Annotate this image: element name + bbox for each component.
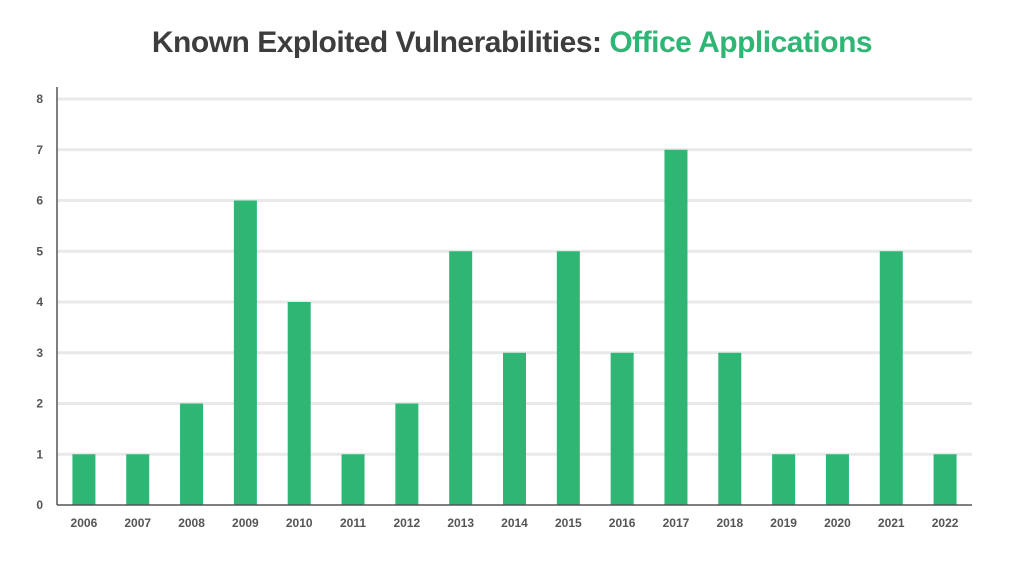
y-tick-label: 8 [36,92,43,106]
bar [610,352,634,505]
bar [718,352,742,505]
x-tick-label: 2020 [824,516,851,530]
bar [287,302,311,505]
x-tick-label: 2007 [124,516,151,530]
x-tick-label: 2017 [663,516,690,530]
y-tick-label: 4 [36,295,43,309]
x-tick-label: 2019 [770,516,797,530]
x-tick-label: 2016 [609,516,636,530]
y-tick-label: 3 [36,346,43,360]
x-tick-label: 2018 [716,516,743,530]
bar [933,454,957,505]
x-tick-label: 2021 [878,516,905,530]
x-tick-label: 2011 [340,516,366,530]
x-tick-label: 2013 [447,516,474,530]
bar [341,454,365,505]
bar [879,251,903,505]
x-tick-label: 2015 [555,516,582,530]
x-tick-label: 2009 [232,516,259,530]
y-tick-label: 0 [36,498,43,512]
bar [180,403,204,505]
x-tick-label: 2006 [71,516,98,530]
y-tick-label: 7 [36,143,43,157]
y-tick-label: 5 [36,244,43,258]
bar [449,251,473,505]
bar [503,352,526,505]
y-tick-label: 6 [36,194,43,208]
x-tick-label: 2014 [501,516,528,530]
bar [772,454,796,505]
x-tick-label: 2008 [178,516,205,530]
bar [72,454,96,505]
x-tick-label: 2022 [932,516,959,530]
y-tick-label: 1 [36,447,43,461]
bar [395,403,419,505]
chart-title-prefix: Known Exploited Vulnerabilities: [151,26,602,59]
x-tick-label: 2012 [394,516,421,530]
chart-title: Known Exploited Vulnerabilities: Office … [0,26,1024,60]
bar [825,454,849,505]
bar [556,251,580,505]
bar [126,454,150,505]
chart-title-highlight: Office Applications [609,26,873,59]
bar [664,149,688,505]
bar [233,200,257,505]
y-tick-label: 2 [36,397,43,411]
x-tick-label: 2010 [286,516,313,530]
